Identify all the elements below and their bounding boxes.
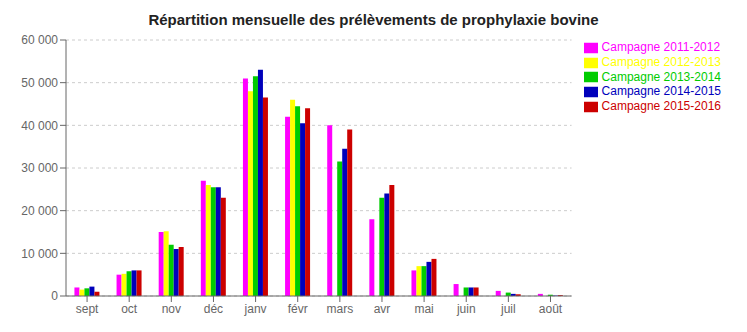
svg-text:10 000: 10 000 — [21, 247, 58, 261]
svg-text:0: 0 — [51, 289, 58, 303]
svg-text:déc: déc — [204, 302, 223, 316]
svg-text:oct: oct — [121, 302, 138, 316]
svg-text:avr: avr — [374, 302, 391, 316]
svg-text:févr: févr — [288, 302, 308, 316]
svg-text:juin: juin — [456, 302, 476, 316]
html-text:Campagne 2015-2016: Campagne 2015-2016 — [601, 99, 721, 114]
html-text:Campagne 2011-2012: Campagne 2011-2012 — [601, 40, 721, 54]
svg-text:50 000: 50 000 — [21, 76, 58, 90]
svg-text:sept: sept — [76, 302, 99, 316]
svg-text:mai: mai — [414, 302, 433, 316]
svg-text:40 000: 40 000 — [21, 119, 58, 133]
html-text:Campagne 2012-2013: Campagne 2012-2013 — [601, 54, 721, 69]
svg-text:mars: mars — [327, 302, 354, 316]
html-text:Répartition mensuelle des prél: Répartition mensuelle des prélèvements d… — [148, 11, 599, 28]
svg-text:juil: juil — [500, 302, 516, 316]
svg-text:août: août — [539, 302, 563, 316]
svg-text:20 000: 20 000 — [21, 204, 58, 218]
svg-text:30 000: 30 000 — [21, 161, 58, 175]
html-text:Campagne 2013-2014: Campagne 2013-2014 — [601, 69, 721, 84]
svg-text:60 000: 60 000 — [21, 33, 58, 47]
svg-text:janv: janv — [244, 302, 267, 316]
svg-text:nov: nov — [162, 302, 181, 316]
html-text:Campagne 2014-2015: Campagne 2014-2015 — [601, 84, 721, 99]
